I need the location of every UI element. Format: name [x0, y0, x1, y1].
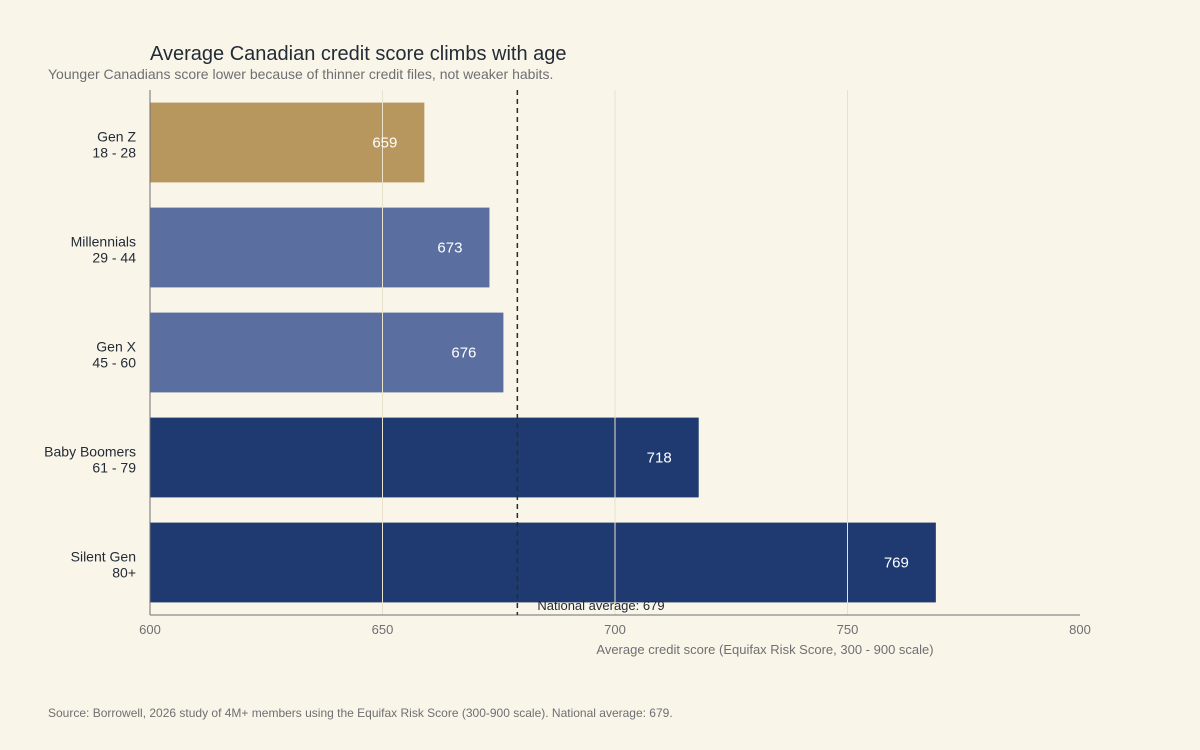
- category-label: Gen X 45 - 60: [92, 339, 136, 371]
- x-tick-label: 700: [604, 622, 626, 637]
- category-label-line: 80+: [112, 565, 136, 581]
- category-label-line: Gen Z: [97, 129, 136, 145]
- bar-1: [150, 207, 490, 288]
- bar-value-label: 718: [647, 450, 672, 467]
- bar-3: [150, 417, 699, 498]
- chart-subtitle: Younger Canadians score lower because of…: [48, 66, 554, 82]
- category-label-line: 45 - 60: [92, 355, 136, 371]
- category-label-line: 18 - 28: [92, 145, 136, 161]
- chart-title: Average Canadian credit score climbs wit…: [150, 43, 567, 65]
- category-label: Baby Boomers 61 - 79: [44, 444, 136, 476]
- x-tick-label: 650: [372, 622, 394, 637]
- bar-value-label: 769: [884, 555, 909, 572]
- x-axis-title: Average credit score (Equifax Risk Score…: [596, 642, 933, 657]
- x-tick-label: 750: [837, 622, 859, 637]
- bar-4: [150, 522, 936, 603]
- national-average-label: National average: 679: [537, 598, 664, 613]
- bar-value-label: 673: [437, 240, 462, 257]
- bar-value-label: 676: [451, 345, 476, 362]
- bar-value-label: 659: [372, 135, 397, 152]
- source-note: Source: Borrowell, 2026 study of 4M+ mem…: [48, 706, 673, 720]
- category-label: Gen Z 18 - 28: [92, 129, 136, 161]
- x-tick-label: 600: [139, 622, 161, 637]
- category-label-line: Silent Gen: [71, 549, 136, 565]
- category-label-line: 29 - 44: [92, 250, 136, 266]
- category-label-line: Baby Boomers: [44, 444, 136, 460]
- x-tick-label: 800: [1069, 622, 1091, 637]
- bar-2: [150, 312, 504, 393]
- category-label-line: 61 - 79: [92, 460, 136, 476]
- bar-0: [150, 102, 425, 183]
- category-label-line: Gen X: [96, 339, 136, 355]
- category-label-line: Millennials: [71, 234, 136, 250]
- category-label: Silent Gen 80+: [71, 549, 136, 581]
- category-label: Millennials 29 - 44: [71, 234, 137, 266]
